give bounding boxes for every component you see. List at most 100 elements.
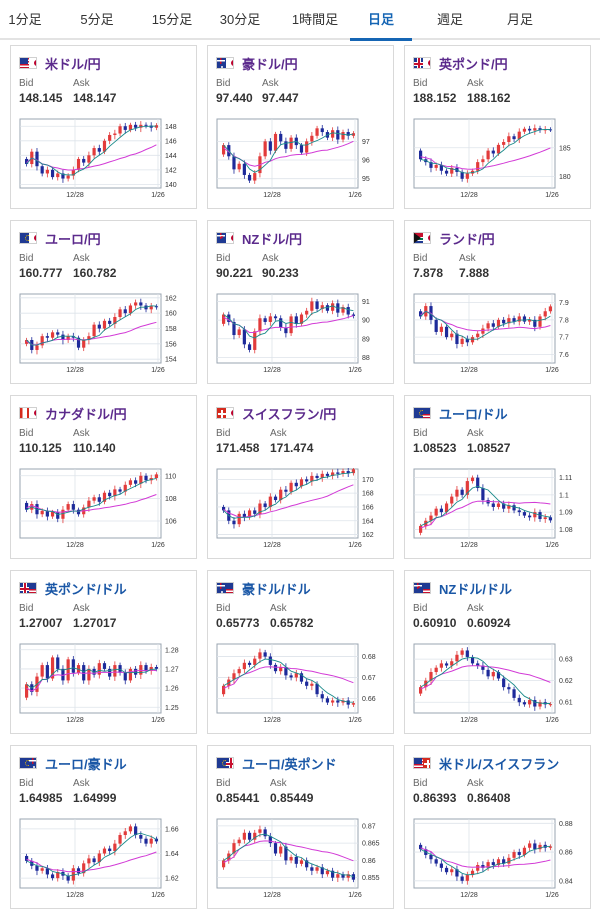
- currency-pair-name[interactable]: カナダドル/円: [45, 406, 127, 422]
- currency-pair-name[interactable]: 英ポンド/ドル: [45, 581, 127, 597]
- currency-pair-title[interactable]: 英ポンド/ドル: [19, 580, 127, 597]
- candle: [50, 330, 55, 341]
- currency-pair-name[interactable]: NZドル/円: [242, 231, 302, 247]
- candle: [418, 842, 423, 852]
- currency-card[interactable]: NZドル/ドル Bid Ask 0.60910 0.60924 0.63 0.62 0.61 1…: [404, 570, 591, 734]
- candle: [533, 696, 537, 711]
- currency-pair-title[interactable]: ランド/円: [413, 230, 495, 247]
- currency-pair-title[interactable]: NZドル/円: [216, 230, 302, 247]
- currency-card[interactable]: 英ポンド/ドル Bid Ask 1.27007 1.27017 1.28 1.27 1.26 1…: [10, 570, 197, 734]
- tab-1min[interactable]: 1分足: [8, 12, 42, 27]
- candle: [294, 313, 298, 328]
- currency-card[interactable]: カナダドル/円 Bid Ask 110.125 110.140 110 108 106 12/2…: [10, 395, 197, 559]
- candle: [154, 123, 159, 131]
- currency-card[interactable]: 英ポンド/円 Bid Ask 188.152 188.162 185 180 12/28 1/2…: [404, 45, 591, 209]
- candle: [149, 122, 153, 132]
- currency-pair-title[interactable]: 豪ドル/ドル: [216, 580, 311, 597]
- currency-pair-name[interactable]: ユーロ/豪ドル: [45, 756, 127, 772]
- x-tick-label: 12/28: [66, 892, 84, 899]
- currency-pair-title[interactable]: スイスフラン/円: [216, 405, 337, 422]
- currency-pair-name[interactable]: 米ドル/スイスフラン: [439, 756, 560, 772]
- currency-pair-name[interactable]: ユーロ/円: [45, 231, 101, 247]
- candle: [97, 659, 101, 679]
- candle: [149, 835, 153, 848]
- candle: [310, 680, 314, 691]
- candle: [455, 329, 459, 349]
- candle: [320, 690, 324, 703]
- ask-label: Ask: [270, 428, 287, 439]
- currency-pair-title[interactable]: ユーロ/円: [19, 230, 101, 247]
- currency-pair-name[interactable]: ランド/円: [439, 231, 495, 247]
- currency-card[interactable]: ユーロ/英ポンド Bid Ask 0.85441 0.85449 0.87 0.865 0.8…: [207, 745, 394, 909]
- currency-pair-title[interactable]: カナダドル/円: [19, 405, 127, 422]
- candle: [284, 323, 288, 338]
- x-tick-label: 12/28: [460, 192, 478, 199]
- short-moving-average-line: [26, 305, 157, 346]
- currency-pair-name[interactable]: スイスフラン/円: [242, 406, 337, 422]
- bid-value: 1.64985: [19, 791, 63, 805]
- candle: [528, 840, 532, 852]
- currency-pair-title[interactable]: 米ドル/スイスフラン: [413, 755, 560, 772]
- candle: [444, 324, 449, 340]
- currency-pair-name[interactable]: 英ポンド/円: [439, 56, 508, 72]
- candle: [108, 317, 112, 328]
- ask-label: Ask: [262, 78, 279, 89]
- flag-icon: [19, 757, 37, 769]
- currency-card[interactable]: ユーロ/豪ドル Bid Ask 1.64985 1.64999 1.66 1.64 1.62 1…: [10, 745, 197, 909]
- currency-card[interactable]: NZドル/円 Bid Ask 90.221 90.233 91 90 89 88 12/28 1/2…: [207, 220, 394, 384]
- candle: [221, 683, 226, 697]
- currency-card[interactable]: スイスフラン/円 Bid Ask 171.458 171.474 170 168 166 164…: [207, 395, 394, 559]
- currency-pair-title[interactable]: NZドル/ドル: [413, 580, 512, 597]
- candle: [273, 314, 278, 321]
- candle: [325, 303, 330, 314]
- tab-daily[interactable]: 日足: [350, 0, 412, 41]
- candle: [512, 686, 516, 701]
- tab-15min[interactable]: 15分足: [151, 12, 193, 27]
- bid-value: 160.777: [19, 266, 63, 280]
- x-tick-label: 1/26: [348, 367, 362, 374]
- currency-pair-name[interactable]: ユーロ/ドル: [439, 406, 508, 422]
- candle: [439, 860, 443, 872]
- currency-pair-title[interactable]: 米ドル/円: [19, 55, 101, 72]
- currency-pair-name[interactable]: 豪ドル/円: [242, 56, 298, 72]
- candle: [289, 313, 293, 337]
- bid-value: 0.85441: [216, 791, 260, 805]
- candle: [331, 300, 335, 315]
- tab-monthly[interactable]: 月足: [506, 12, 533, 27]
- currency-pair-name[interactable]: 豪ドル/ドル: [242, 581, 311, 597]
- currency-card[interactable]: 豪ドル/ドル Bid Ask 0.65773 0.65782 0.68 0.67 0.66 12…: [207, 570, 394, 734]
- tab-1hour[interactable]: 1時間足: [291, 12, 339, 27]
- currency-card[interactable]: ユーロ/ドル Bid Ask 1.08523 1.08527 1.11 1.1 1.09 1.0…: [404, 395, 591, 559]
- currency-card[interactable]: 米ドル/スイスフラン Bid Ask 0.86393 0.86408 0.88 0.86 0.…: [404, 745, 591, 909]
- candle: [548, 304, 553, 314]
- y-tick-label: 164: [362, 518, 374, 525]
- currency-pair-title[interactable]: ユーロ/ドル: [413, 405, 508, 422]
- candle: [320, 301, 324, 313]
- currency-card[interactable]: 豪ドル/円 Bid Ask 97.440 97.447 97 96 95 12/28 1/26: [207, 45, 394, 209]
- currency-card[interactable]: ユーロ/円 Bid Ask 160.777 160.782 162 160 158 156 154…: [10, 220, 197, 384]
- currency-pair-title[interactable]: 英ポンド/円: [413, 55, 508, 72]
- candle: [102, 318, 107, 331]
- ask-value: 0.65782: [270, 616, 314, 630]
- candle: [507, 683, 511, 694]
- candle: [24, 500, 29, 513]
- currency-pair-title[interactable]: 豪ドル/円: [216, 55, 298, 72]
- candle: [351, 872, 356, 883]
- candle: [481, 661, 485, 675]
- y-tick-label: 170: [362, 477, 374, 484]
- x-tick-label: 12/28: [66, 192, 84, 199]
- currency-pair-name[interactable]: 米ドル/円: [45, 56, 101, 72]
- y-tick-label: 108: [165, 496, 177, 503]
- currency-pair-name[interactable]: NZドル/ドル: [439, 581, 512, 597]
- tab-5min[interactable]: 5分足: [80, 12, 114, 27]
- currency-pair-title[interactable]: ユーロ/英ポンド: [216, 755, 337, 772]
- price-chart: 1.66 1.64 1.62 12/28 1/26: [19, 818, 179, 899]
- tab-weekly[interactable]: 週足: [436, 12, 463, 27]
- currency-card[interactable]: 米ドル/円 Bid Ask 148.145 148.147 148 146 144 142 140…: [10, 45, 197, 209]
- tab-30min[interactable]: 30分足: [219, 12, 261, 27]
- y-tick-label: 144: [165, 153, 177, 160]
- currency-pair-name[interactable]: ユーロ/英ポンド: [242, 756, 337, 772]
- currency-pair-title[interactable]: ユーロ/豪ドル: [19, 755, 127, 772]
- y-tick-label: 1.08: [559, 527, 573, 534]
- currency-card[interactable]: ランド/円 Bid Ask 7.878 7.888 7.9 7.8 7.7 7.6 12/28 1/…: [404, 220, 591, 384]
